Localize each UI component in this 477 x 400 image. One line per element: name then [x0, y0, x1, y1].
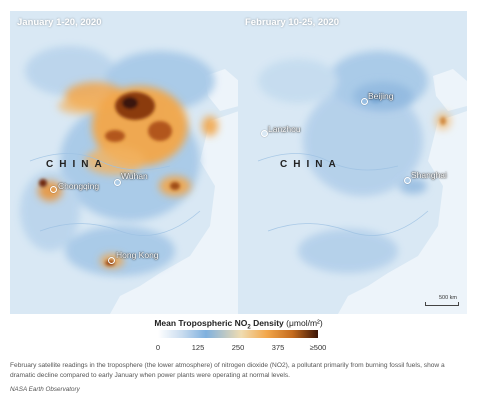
legend-unit: (μmol/m²)	[286, 318, 323, 328]
city-label-shanghai: Shanghai	[411, 170, 447, 180]
panel-title-february: February 10-25, 2020	[245, 17, 340, 28]
legend-title-rest: Density	[250, 318, 284, 328]
map-panel-february: February 10-25, 2020 CHINA Beijing Lanzh…	[238, 11, 467, 314]
city-marker-beijing	[361, 98, 368, 105]
city-label-wuhan: Wuhan	[121, 171, 148, 181]
city-marker-lanzhou	[261, 130, 268, 137]
legend-tick: 375	[271, 343, 285, 352]
scale-bar	[425, 302, 459, 306]
legend-title: Mean Tropospheric NO2 Density (μmol/m²)	[0, 318, 477, 331]
legend-tick: 125	[191, 343, 205, 352]
credit-text: NASA Earth Observatory	[10, 386, 80, 393]
no2-map-january	[10, 11, 239, 314]
city-label-chongqing: Chongqing	[58, 181, 100, 191]
country-label-china: CHINA	[46, 159, 108, 170]
color-legend: Mean Tropospheric NO2 Density (μmol/m²) …	[0, 318, 477, 358]
city-marker-shanghai	[404, 177, 411, 184]
city-marker-wuhan	[114, 179, 121, 186]
city-label-hong-kong: Hong Kong	[116, 250, 159, 260]
caption-text: February satellite readings in the tropo…	[10, 362, 445, 379]
scale-label: 500 km	[438, 295, 457, 301]
legend-tick: 0	[155, 343, 161, 352]
map-panel-january: January 1-20, 2020 CHINA Chongqing Wuhan…	[10, 11, 239, 314]
legend-title-subscript: 2	[247, 324, 251, 331]
no2-map-february	[238, 11, 467, 314]
legend-color-bar	[158, 330, 318, 338]
city-label-beijing: Beijing	[368, 91, 394, 101]
legend-tick: 250	[231, 343, 245, 352]
city-marker-chongqing	[50, 186, 57, 193]
city-marker-hong-kong	[108, 257, 115, 264]
panel-title-january: January 1-20, 2020	[17, 17, 102, 28]
city-label-lanzhou: Lanzhou	[268, 124, 301, 134]
country-label-china: CHINA	[280, 159, 342, 170]
legend-tick: ≥500	[309, 343, 327, 352]
legend-title-main: Mean Tropospheric NO	[154, 318, 248, 328]
